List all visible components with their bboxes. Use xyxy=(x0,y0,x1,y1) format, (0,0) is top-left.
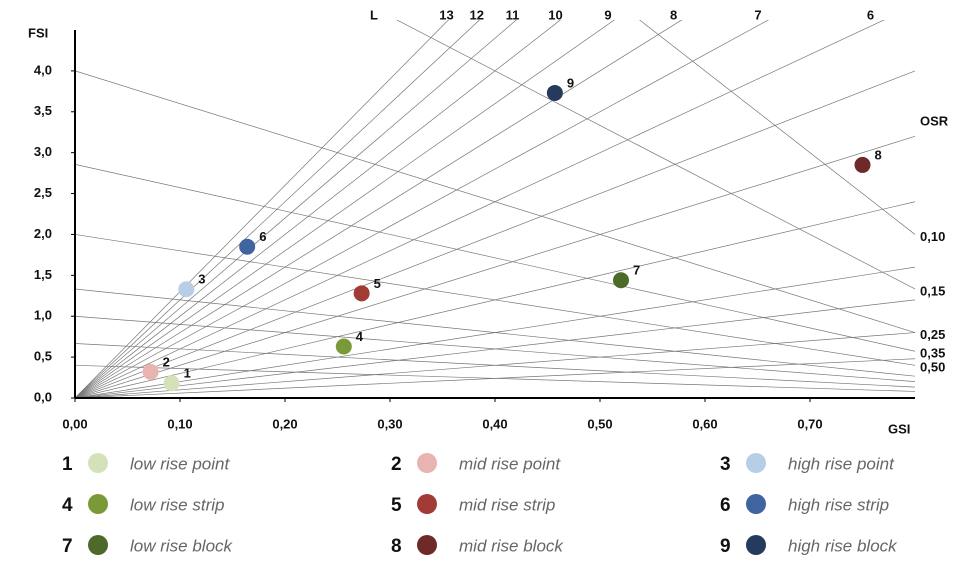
y-tick-label: 2,0 xyxy=(34,226,52,241)
point-label: 3 xyxy=(198,272,205,287)
osr-line xyxy=(75,364,916,392)
osr-line-label: 0,35 xyxy=(920,346,945,361)
legend-swatch xyxy=(88,494,108,514)
data-point xyxy=(142,363,159,380)
l-line xyxy=(75,135,916,398)
y-tick-label: 2,5 xyxy=(34,185,52,200)
l-line-label: 6 xyxy=(867,7,874,22)
point-label: 4 xyxy=(356,329,364,344)
osr-line-label: 0,15 xyxy=(920,283,945,298)
x-tick-label: 0,70 xyxy=(797,416,822,431)
legend-label: mid rise strip xyxy=(459,495,555,514)
x-tick-label: 0,50 xyxy=(587,416,612,431)
legend-number: 1 xyxy=(62,454,73,475)
x-tick-label: 0,30 xyxy=(377,416,402,431)
legend-swatch xyxy=(746,494,766,514)
legend-label: high rise strip xyxy=(788,495,889,514)
legend-swatch xyxy=(417,535,437,555)
data-point xyxy=(163,375,180,392)
legend-number: 4 xyxy=(62,495,73,516)
y-tick-label: 0,5 xyxy=(34,349,52,364)
legend-swatch xyxy=(88,535,108,555)
osr-line-label: 0,10 xyxy=(920,229,945,244)
osr-line-label: 0,25 xyxy=(920,327,945,342)
x-tick-label: 0,10 xyxy=(167,416,192,431)
l-line-label: 8 xyxy=(670,7,677,22)
osr-line xyxy=(75,164,916,352)
data-point xyxy=(613,272,629,289)
data-point xyxy=(546,84,563,101)
l-line xyxy=(75,20,449,398)
x-tick-label: 0,00 xyxy=(62,416,87,431)
osr-line-label: 0,50 xyxy=(920,360,945,375)
l-line-label: 7 xyxy=(754,7,761,22)
point-label: 5 xyxy=(374,276,381,291)
data-point xyxy=(178,281,195,298)
legend-label: mid rise block xyxy=(459,536,564,555)
l-line xyxy=(75,20,770,398)
l-label: L xyxy=(370,7,378,22)
legend-number: 3 xyxy=(720,454,731,475)
l-line xyxy=(75,20,615,398)
legend-swatch xyxy=(417,494,437,514)
data-point xyxy=(335,338,352,355)
l-line-label: 11 xyxy=(506,7,520,22)
l-line-label: 9 xyxy=(604,7,611,22)
x-axis-label: GSI xyxy=(888,421,910,436)
legend-number: 6 xyxy=(720,495,731,516)
point-label: 1 xyxy=(184,366,191,381)
point-label: 2 xyxy=(163,354,170,369)
point-label: 8 xyxy=(875,147,882,162)
y-tick-label: 4,0 xyxy=(34,62,52,77)
legend-swatch xyxy=(88,453,108,473)
legend-number: 8 xyxy=(391,536,402,557)
osr-line xyxy=(75,315,916,382)
point-label: 9 xyxy=(567,75,574,90)
legend-number: 9 xyxy=(720,536,731,557)
legend-label: low rise strip xyxy=(130,495,224,514)
osr-line xyxy=(639,20,916,235)
osr-line xyxy=(75,288,916,377)
osr-line xyxy=(396,20,916,290)
y-tick-label: 0,0 xyxy=(34,389,52,404)
x-tick-label: 0,40 xyxy=(482,416,507,431)
y-tick-label: 3,5 xyxy=(34,103,52,118)
y-tick-label: 1,5 xyxy=(34,267,52,282)
y-tick-label: 1,0 xyxy=(34,308,52,323)
legend-swatch xyxy=(746,453,766,473)
l-line-label: 10 xyxy=(548,7,562,22)
legend-label: low rise block xyxy=(130,536,234,555)
data-point xyxy=(854,156,871,173)
l-line-label: 13 xyxy=(439,7,453,22)
legend-swatch xyxy=(746,535,766,555)
x-tick-label: 0,20 xyxy=(272,416,297,431)
legend-number: 5 xyxy=(391,495,402,516)
l-line xyxy=(75,20,517,398)
data-point xyxy=(239,238,256,255)
guide-lines xyxy=(75,20,916,398)
osr-line xyxy=(75,70,916,333)
legend-swatch xyxy=(417,453,437,473)
l-line xyxy=(75,20,561,398)
point-label: 7 xyxy=(633,263,640,278)
legend-number: 7 xyxy=(62,536,73,557)
legend-number: 2 xyxy=(391,454,402,475)
legend-label: low rise point xyxy=(130,454,230,473)
l-line-label: 12 xyxy=(470,7,484,22)
l-line xyxy=(75,20,480,398)
legend-label: high rise point xyxy=(788,454,895,473)
point-label: 6 xyxy=(259,229,266,244)
y-tick-label: 3,0 xyxy=(34,144,52,159)
legend-label: mid rise point xyxy=(459,454,561,473)
data-point xyxy=(353,285,370,302)
osr-label: OSR xyxy=(920,113,949,128)
l-line xyxy=(75,20,683,398)
x-tick-label: 0,60 xyxy=(692,416,717,431)
osr-line xyxy=(75,234,916,366)
y-axis-label: FSI xyxy=(28,25,48,40)
osr-line xyxy=(75,343,916,388)
legend-label: high rise block xyxy=(788,536,898,555)
